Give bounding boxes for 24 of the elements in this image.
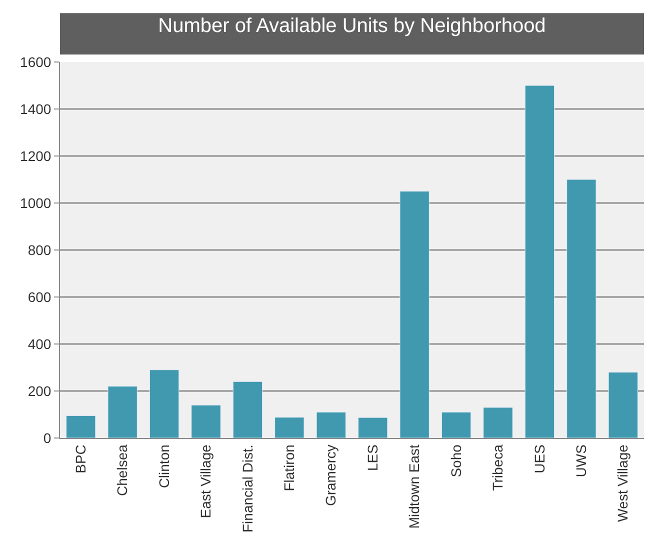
x-tick-label: Soho	[448, 444, 464, 478]
chart-title: Number of Available Units by Neighborhood	[158, 14, 546, 37]
x-tick-label: UES	[531, 444, 548, 474]
x-tick-label: Chelsea	[114, 444, 130, 496]
x-tick-label: Gramercy	[322, 444, 339, 506]
x-tick-label: Clinton	[156, 444, 172, 488]
y-tick-label: 600	[28, 288, 52, 305]
x-tick-label: BPC	[72, 444, 88, 474]
x-tick-label: UWS	[572, 444, 589, 478]
y-tick-label: 800	[28, 242, 52, 258]
x-tick-label: Midtown East	[406, 444, 422, 529]
x-tick-label: West Village	[614, 444, 631, 522]
y-tick-label: 1200	[20, 148, 52, 164]
y-tick-label: 400	[28, 336, 52, 352]
x-tick-label: Flatiron	[280, 444, 297, 492]
x-tick-label: LES	[364, 444, 380, 472]
y-tick-label: 0	[43, 430, 52, 446]
y-tick-label: 200	[28, 382, 52, 399]
y-tick-label: 1400	[20, 100, 52, 117]
x-tick-label: East Village	[198, 444, 214, 518]
x-tick-label: Financial Dist.	[239, 444, 256, 533]
y-tick-label: 1600	[20, 54, 52, 70]
y-tick-label: 1000	[20, 194, 52, 211]
x-tick-label: Tribeca	[490, 444, 506, 491]
